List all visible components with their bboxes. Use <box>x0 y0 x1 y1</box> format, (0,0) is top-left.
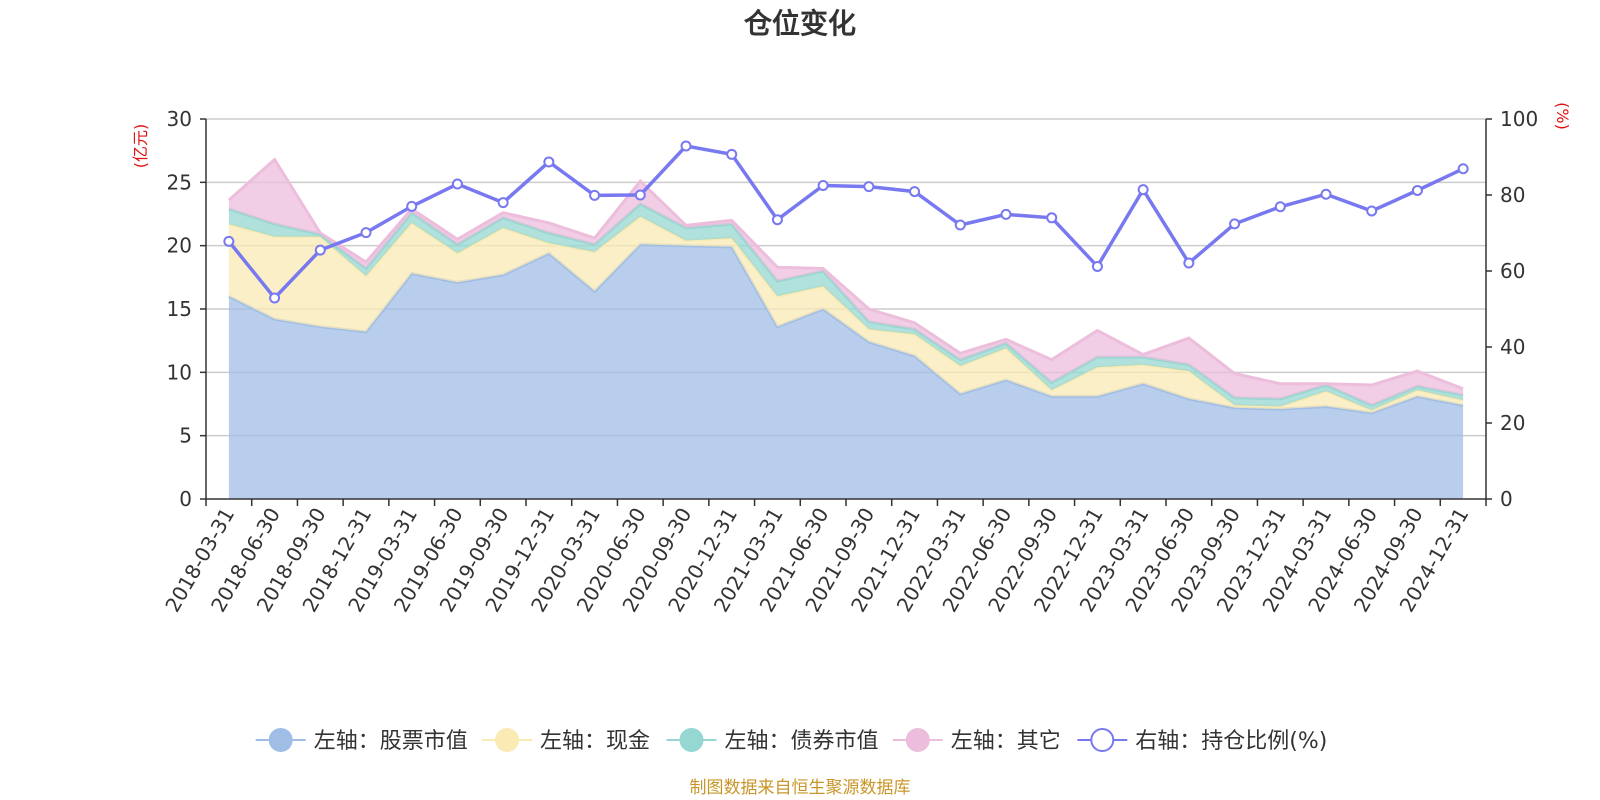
ratio-point <box>1137 184 1149 196</box>
ratio-point <box>1274 201 1286 213</box>
legend-marker-icon <box>1090 728 1115 752</box>
ratio-point <box>1183 257 1195 269</box>
ratio-point <box>1046 212 1058 224</box>
right-axis-tick-label: 40 <box>1500 335 1525 359</box>
left-axis-tick-label: 15 <box>167 297 192 321</box>
left-axis-unit: (亿元) <box>131 124 150 169</box>
left-axis-tick-label: 30 <box>167 107 192 131</box>
area-edge-other <box>227 157 1464 391</box>
ratio-point <box>269 292 281 304</box>
ratio-point <box>726 148 738 160</box>
left-axis-tick-label: 10 <box>167 360 192 384</box>
ratio-point <box>451 178 463 190</box>
legend-marker-icon <box>679 728 704 752</box>
left-axis-tick-label: 5 <box>179 424 192 448</box>
ratio-point <box>863 181 875 193</box>
data-source-note: 制图数据来自恒生聚源数据库 <box>690 778 911 798</box>
right-axis-tick-label: 60 <box>1500 259 1525 283</box>
left-axis-tick-label: 25 <box>167 170 192 194</box>
ratio-point <box>1000 208 1012 220</box>
legend[interactable]: 左轴：股票市值 左轴：现金 左轴：债券市值 左轴：其它 右轴：持仓比例(%) <box>255 728 1328 754</box>
ratio-point <box>680 140 692 152</box>
ratio-point <box>634 189 646 201</box>
right-axis-tick-label: 80 <box>1500 183 1525 207</box>
ratio-point <box>406 200 418 212</box>
legend-label: 左轴：其它 <box>951 729 1061 754</box>
legend-item[interactable]: 左轴：现金 <box>482 728 650 754</box>
ratio-line <box>223 140 1469 304</box>
stacked-areas <box>227 157 1464 499</box>
ratio-point <box>771 214 783 226</box>
area-edge-stock <box>228 242 1464 415</box>
ratio-point <box>314 244 326 256</box>
ratio-point <box>497 197 509 209</box>
ratio-point <box>1229 218 1241 230</box>
ratio-point <box>360 227 372 239</box>
legend-marker-icon <box>905 728 930 752</box>
ratio-point <box>1091 260 1103 272</box>
left-axis-tick-label: 0 <box>179 487 192 511</box>
ratio-point <box>817 180 829 191</box>
ratio-point <box>954 219 966 231</box>
legend-label: 左轴：现金 <box>540 729 650 754</box>
ratio-point <box>223 235 235 247</box>
area-bond <box>228 203 1464 411</box>
chart-title: 仓位变化 <box>744 7 856 40</box>
ratio-point <box>1411 184 1423 196</box>
ratio-point <box>909 186 921 198</box>
right-axis-tick-label: 0 <box>1500 487 1513 511</box>
ratio-point <box>1457 163 1469 175</box>
ratio-point <box>1320 188 1332 200</box>
left-axis-tick-label: 20 <box>167 234 192 258</box>
legend-marker-icon <box>495 728 519 752</box>
legend-label: 右轴：持仓比例(%) <box>1135 729 1327 754</box>
legend-item[interactable]: 右轴：持仓比例(%) <box>1077 728 1327 754</box>
legend-item[interactable]: 左轴：其它 <box>892 728 1061 754</box>
ratio-line-path <box>227 144 1464 301</box>
area-cash <box>228 216 1464 413</box>
legend-item[interactable]: 左轴：债券市值 <box>666 728 879 754</box>
right-axis-tick-label: 20 <box>1500 411 1525 435</box>
ratio-point <box>543 156 555 168</box>
legend-label: 左轴：股票市值 <box>314 729 468 754</box>
right-axis-unit: (%) <box>1553 102 1572 130</box>
area-stock <box>228 244 1464 499</box>
legend-marker-icon <box>268 728 293 752</box>
legend-item[interactable]: 左轴：股票市值 <box>255 728 468 754</box>
legend-label: 左轴：债券市值 <box>725 729 879 754</box>
right-axis-tick-label: 100 <box>1500 107 1538 131</box>
ratio-point <box>589 189 601 201</box>
ratio-point <box>1366 205 1378 217</box>
